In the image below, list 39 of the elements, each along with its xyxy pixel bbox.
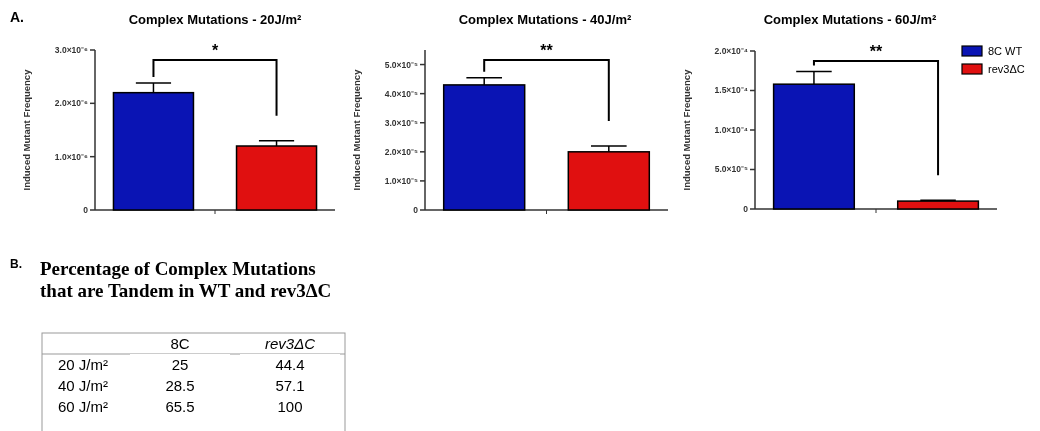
y-tick-label: 4.0×10⁻⁵ — [384, 88, 418, 99]
y-axis-title: Induced Mutant Frequency — [21, 68, 32, 191]
y-tick-label: 20 J/m² — [58, 355, 109, 373]
chart-title: Complex Mutations - 20J/m² — [128, 12, 302, 27]
y-tick-label: 40 J/m² — [58, 376, 109, 394]
y-tick-label: 1.0×10⁻⁶ — [54, 151, 89, 162]
y-tick-label: 2.0×10⁻⁵ — [384, 146, 418, 157]
legend-label: 8C WT — [988, 44, 1023, 57]
y-tick-label: 60 J/m² — [58, 397, 109, 415]
y-tick-label: 1.0×10⁻⁵ — [384, 175, 418, 186]
y-tick-label: 5.0×10⁻⁵ — [384, 59, 418, 70]
annotation: * — [211, 42, 219, 59]
text: B. — [10, 257, 22, 271]
y-tick-label: 3.0×10⁻⁵ — [384, 117, 418, 128]
y-tick-label: 1.5×10⁻⁴ — [714, 85, 748, 96]
y-tick-label: 2.0×10⁻⁴ — [714, 45, 748, 56]
annotation: ** — [540, 42, 554, 59]
legend-label: rev3ΔC — [988, 62, 1025, 75]
y-tick-label: 0 — [743, 203, 749, 214]
data-label: 57.1 — [275, 376, 305, 394]
y-tick-label: 2.0×10⁻⁶ — [54, 98, 89, 109]
chart-title: Complex Mutations - 60J/m² — [763, 12, 937, 27]
chart-title: Complex Mutations - 40J/m² — [458, 12, 632, 27]
y-axis-title: Induced Mutant Frequency — [351, 68, 362, 191]
data-label: 65.5 — [165, 397, 195, 415]
x-tick-label: 8C — [170, 334, 190, 352]
y-axis-title: Induced Mutant Frequency — [681, 68, 692, 191]
data-label: 100 — [277, 397, 303, 415]
y-tick-label: 3.0×10⁻⁶ — [54, 44, 89, 55]
annotation: ** — [869, 43, 883, 60]
text: A. — [10, 9, 24, 25]
y-tick-label: 5.0×10⁻⁵ — [714, 164, 748, 175]
chart-title: Percentage of Complex Mutations that are Tandem in WT and rev3ΔC — [40, 258, 332, 301]
data-label: 25 — [171, 355, 189, 373]
data-label: 44.4 — [275, 355, 305, 373]
y-tick-label: 1.0×10⁻⁴ — [714, 124, 748, 135]
data-label: 28.5 — [165, 376, 195, 394]
y-tick-label: 0 — [83, 204, 89, 215]
y-tick-label: 0 — [413, 204, 419, 215]
